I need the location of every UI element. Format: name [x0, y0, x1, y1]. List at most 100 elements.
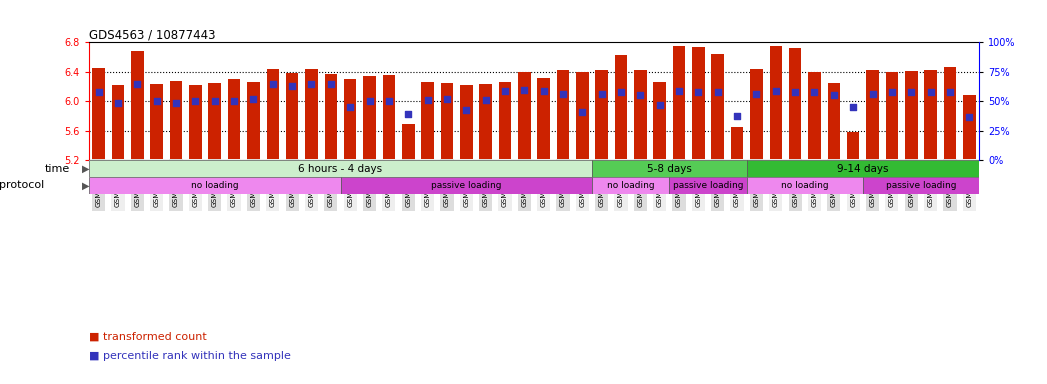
Bar	[592, 160, 747, 177]
Point	[632, 91, 649, 98]
Point	[612, 89, 629, 95]
Bar	[518, 72, 531, 160]
Point	[110, 100, 127, 106]
Bar	[788, 48, 801, 160]
Point	[574, 109, 591, 115]
Point	[555, 91, 572, 97]
Text: GSM930482: GSM930482	[309, 163, 314, 207]
Bar	[925, 70, 937, 160]
Text: passive loading: passive loading	[431, 181, 502, 190]
Text: GSM930516: GSM930516	[966, 163, 973, 207]
Bar	[712, 54, 725, 160]
Text: GSM930476: GSM930476	[193, 163, 198, 207]
Bar	[480, 84, 492, 160]
Point	[341, 104, 358, 110]
Point	[651, 102, 668, 108]
Text: ■ transformed count: ■ transformed count	[89, 332, 206, 342]
Point	[322, 81, 339, 87]
Point	[361, 98, 378, 104]
Point	[439, 96, 455, 102]
Point	[265, 81, 282, 87]
Text: 9-14 days: 9-14 days	[838, 164, 889, 174]
Point	[729, 113, 745, 119]
Bar	[731, 127, 743, 160]
Bar	[460, 85, 472, 160]
Text: GSM930478: GSM930478	[231, 163, 237, 207]
Bar	[325, 74, 337, 160]
Bar	[267, 69, 280, 160]
Point	[903, 89, 919, 96]
Bar	[190, 85, 202, 160]
Text: GSM930502: GSM930502	[502, 163, 508, 207]
Bar	[596, 70, 608, 160]
Bar	[343, 79, 356, 160]
Bar	[770, 46, 782, 160]
Point	[284, 83, 300, 89]
Text: GSM930498: GSM930498	[425, 163, 430, 207]
Bar	[151, 84, 163, 160]
Text: GSM930499: GSM930499	[444, 163, 450, 207]
Text: 6 hours - 4 days: 6 hours - 4 days	[298, 164, 382, 174]
Bar	[747, 177, 863, 194]
Text: ▶: ▶	[82, 164, 89, 174]
Bar	[363, 76, 376, 160]
Bar	[886, 72, 898, 160]
Bar	[750, 69, 763, 160]
Bar	[421, 82, 433, 160]
Text: 5-8 days: 5-8 days	[647, 164, 692, 174]
Bar	[557, 70, 570, 160]
Text: GSM930507: GSM930507	[676, 163, 682, 207]
Text: GSM930479: GSM930479	[250, 163, 257, 207]
Bar	[943, 67, 956, 160]
Text: GSM930489: GSM930489	[773, 163, 779, 207]
Bar	[863, 177, 979, 194]
Point	[690, 89, 707, 95]
Text: ▶: ▶	[82, 180, 89, 190]
Bar	[228, 79, 241, 160]
Bar	[131, 51, 143, 160]
Bar	[827, 83, 840, 160]
Point	[825, 91, 842, 98]
Point	[786, 89, 803, 95]
Text: GSM930505: GSM930505	[560, 163, 566, 207]
Bar	[634, 70, 647, 160]
Text: GSM930473: GSM930473	[134, 163, 140, 207]
Text: GSM930493: GSM930493	[850, 163, 856, 207]
Point	[671, 88, 688, 94]
Text: GSM930474: GSM930474	[154, 163, 160, 207]
Text: GSM930491: GSM930491	[811, 163, 818, 207]
Point	[710, 89, 727, 96]
Text: time: time	[44, 164, 70, 174]
Point	[380, 98, 397, 104]
Text: GSM930471: GSM930471	[95, 163, 102, 207]
Point	[961, 114, 978, 120]
Point	[226, 98, 243, 104]
Text: GSM930504: GSM930504	[540, 163, 547, 207]
Point	[206, 98, 223, 104]
Point	[748, 91, 764, 97]
Text: GSM930487: GSM930487	[656, 163, 663, 207]
Text: GSM930506: GSM930506	[579, 163, 585, 207]
Text: GSM930508: GSM930508	[695, 163, 701, 207]
Bar	[208, 83, 221, 160]
Point	[458, 107, 474, 113]
Bar	[653, 82, 666, 160]
Text: GDS4563 / 10877443: GDS4563 / 10877443	[89, 28, 216, 41]
Text: GSM930485: GSM930485	[618, 163, 624, 207]
Text: GSM930513: GSM930513	[908, 163, 914, 207]
Text: passive loading: passive loading	[673, 181, 743, 190]
Text: GSM930503: GSM930503	[521, 163, 528, 207]
Bar	[305, 69, 318, 160]
Text: GSM930500: GSM930500	[463, 163, 469, 207]
Text: GSM930475: GSM930475	[173, 163, 179, 207]
Text: GSM930480: GSM930480	[270, 163, 275, 207]
Text: GSM930483: GSM930483	[328, 163, 334, 207]
Point	[187, 98, 204, 104]
Bar	[866, 70, 878, 160]
Point	[149, 98, 165, 104]
Bar	[441, 83, 453, 160]
Point	[535, 88, 552, 94]
Text: protocol: protocol	[0, 180, 45, 190]
Text: GSM930511: GSM930511	[870, 163, 875, 207]
Bar	[592, 177, 669, 194]
